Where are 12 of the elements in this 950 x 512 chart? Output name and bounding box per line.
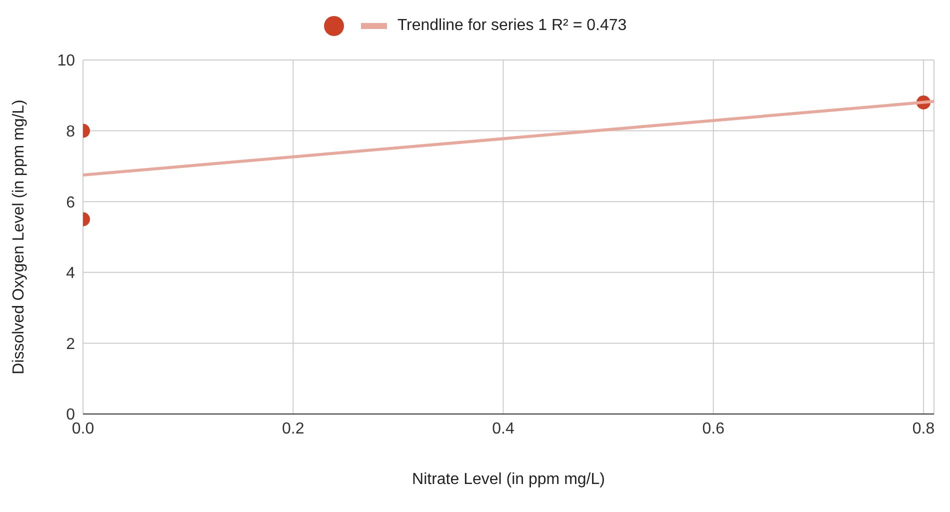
y-tick-label: 8 <box>66 123 76 140</box>
y-tick-label: 6 <box>66 194 76 212</box>
x-axis-title: Nitrate Level (in ppm mg/L) <box>412 471 605 488</box>
x-tick-label: 0.6 <box>702 420 725 438</box>
x-tick-label: 0.2 <box>282 420 304 438</box>
x-tick-label: 0.8 <box>912 420 935 438</box>
x-tick-label: 0.4 <box>492 420 514 438</box>
y-tick-label: 4 <box>66 265 76 282</box>
legend-label: Trendline for series 1 R² = 0.473 <box>397 17 627 35</box>
y-tick-label: 2 <box>66 336 76 353</box>
y-axis-title: Dissolved Oxygen Level (in ppm mg/L) <box>10 100 28 374</box>
y-tick-label: 10 <box>57 52 76 70</box>
